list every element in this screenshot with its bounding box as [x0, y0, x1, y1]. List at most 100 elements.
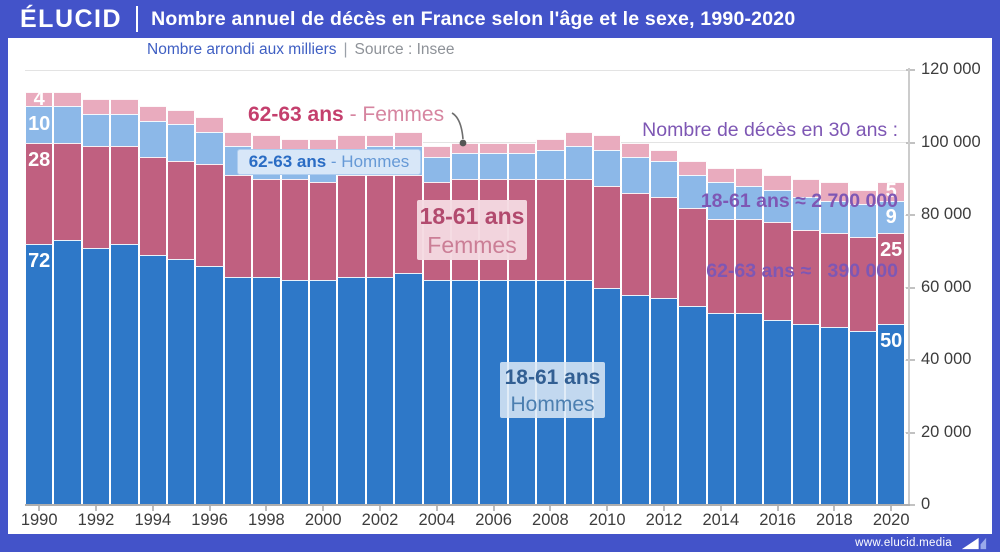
segment-18-61-ans---hommes — [649, 298, 679, 505]
segment-18-61-ans---hommes — [110, 244, 139, 505]
segment-62-63-ans---femmes — [110, 99, 139, 114]
segment-62-63-ans---femmes — [791, 178, 821, 197]
y-tick-label: 20 000 — [921, 422, 972, 441]
segment-62-63-ans---femmes — [735, 167, 764, 186]
x-tick-label-2008: 2008 — [532, 511, 569, 529]
segment-18-61-ans---hommes — [25, 244, 54, 505]
segment-62-63-ans---femmes — [25, 91, 54, 107]
segment-62-63-ans---femmes — [564, 131, 593, 147]
bar-1993 — [110, 0, 139, 505]
y-tick — [906, 286, 915, 289]
series-label-18-61-femmes-age: 18-61 ans — [419, 203, 525, 229]
x-tick-label-2020: 2020 — [872, 511, 910, 529]
bar-2016 — [763, 0, 792, 505]
x-tick-1998 — [265, 506, 268, 511]
segment-18-61-ans---hommes — [422, 280, 451, 505]
segment-18-61-ans---femmes — [593, 186, 622, 288]
x-tick-label-2016: 2016 — [759, 511, 796, 529]
y-tick-label: 40 000 — [921, 350, 972, 368]
segment-62-63-ans---femmes — [422, 146, 451, 157]
segment-18-61-ans---hommes — [791, 323, 821, 505]
segment-18-61-ans---hommes — [479, 280, 508, 505]
series-label-62-63-femmes-age: 62-63 ans — [248, 103, 344, 126]
header-bar: ÉLUCID Nombre annuel de décès en France … — [0, 0, 1000, 38]
segment-18-61-ans---hommes — [735, 312, 764, 505]
bar-2015 — [735, 0, 764, 505]
bar-1991 — [53, 0, 82, 505]
segment-18-61-ans---hommes — [309, 280, 338, 505]
x-tick-label-1994: 1994 — [134, 511, 172, 529]
segment-18-61-ans---hommes — [138, 254, 167, 505]
segment-62-63-ans---hommes — [81, 113, 111, 147]
segment-18-61-ans---hommes — [195, 265, 224, 505]
segment-18-61-ans---femmes — [25, 142, 54, 244]
bar-2018 — [820, 0, 849, 505]
segment-62-63-ans---hommes — [53, 106, 82, 143]
segment-62-63-ans---hommes — [649, 160, 679, 197]
segment-62-63-ans---hommes — [110, 113, 139, 147]
segment-62-63-ans---femmes — [820, 182, 849, 201]
segment-62-63-ans---femmes — [394, 131, 423, 147]
bar-value-label-1990-28: 28 — [28, 148, 51, 171]
bar-2019 — [848, 0, 877, 505]
x-tick-label-1992: 1992 — [77, 511, 115, 529]
segment-18-61-ans---femmes — [53, 142, 82, 241]
segment-62-63-ans---femmes — [337, 135, 366, 150]
segment-18-61-ans---femmes — [735, 218, 764, 313]
bar-value-label-1990-4: 4 — [33, 88, 45, 110]
x-tick-label-2004: 2004 — [418, 511, 456, 529]
series-label-18-61-hommes: 18-61 ans Hommes — [500, 362, 605, 418]
y-tick — [906, 141, 915, 144]
segment-62-63-ans---hommes — [25, 106, 54, 143]
y-tick-label: 60 000 — [921, 277, 972, 296]
x-tick-2016 — [776, 506, 779, 511]
segment-62-63-ans---femmes — [167, 109, 196, 125]
segment-18-61-ans---femmes — [81, 146, 111, 248]
subtitle-source: Source : Insee — [354, 41, 455, 58]
segment-18-61-ans---hommes — [877, 323, 906, 505]
segment-62-63-ans---femmes — [81, 99, 111, 114]
segment-62-63-ans---femmes — [280, 138, 309, 150]
segment-62-63-ans---femmes — [621, 142, 650, 157]
segment-18-61-ans---femmes — [621, 193, 650, 295]
segment-18-61-ans---femmes — [195, 164, 224, 266]
y-tick-label: 120 000 — [921, 60, 981, 78]
y-tick — [906, 431, 915, 434]
series-label-62-63-femmes: 62-63 ans - Femmes — [248, 103, 444, 127]
segment-62-63-ans---femmes — [678, 160, 707, 176]
totals-annotation: Nombre de décès en 30 ans : 18-61 ans ≈ … — [642, 72, 898, 331]
series-label-62-63-hommes-age: 62-63 ans — [248, 152, 327, 171]
segment-18-61-ans---femmes — [564, 178, 593, 281]
x-tick-label-2018: 2018 — [816, 511, 853, 529]
segment-18-61-ans---hommes — [53, 240, 82, 505]
bar-1992 — [81, 0, 111, 505]
x-tick-label-2014: 2014 — [702, 511, 740, 529]
segment-62-63-ans---hommes — [763, 189, 792, 223]
x-tick-label-1990: 1990 — [20, 511, 58, 529]
x-tick-2000 — [322, 506, 325, 511]
bar-2020 — [877, 0, 906, 505]
segment-62-63-ans---hommes — [451, 153, 480, 179]
subtitle-note: Nombre arrondi aux milliers — [147, 41, 337, 58]
segment-62-63-ans---femmes — [706, 167, 735, 183]
bar-2017 — [791, 0, 821, 505]
bar-value-label-1990-72: 72 — [28, 250, 51, 272]
sail-icon — [960, 536, 988, 551]
segment-62-63-ans---femmes — [365, 135, 395, 147]
segment-62-63-ans---hommes — [735, 186, 764, 219]
series-label-18-61-femmes: 18-61 ans Femmes — [417, 200, 527, 260]
segment-62-63-ans---femmes — [536, 138, 565, 150]
x-tick-2012 — [663, 506, 665, 511]
x-tick-1996 — [208, 506, 211, 511]
segment-62-63-ans---hommes — [536, 149, 565, 179]
series-label-62-63-femmes-sex: - Femmes — [343, 103, 445, 126]
segment-18-61-ans---hommes — [337, 276, 366, 505]
footer-url: www.elucid.media — [855, 537, 952, 549]
elucid-logo: ÉLUCID — [20, 4, 123, 33]
y-tick — [906, 69, 915, 71]
segment-62-63-ans---hommes — [195, 131, 224, 165]
segment-62-63-ans---femmes — [479, 142, 508, 154]
segment-62-63-ans---femmes — [507, 142, 537, 154]
segment-18-61-ans---hommes — [678, 305, 707, 505]
